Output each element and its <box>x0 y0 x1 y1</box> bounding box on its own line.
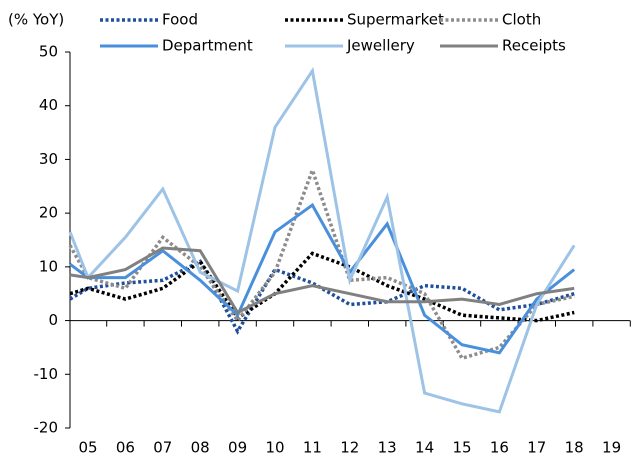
x-tick-label: 14 <box>415 439 434 457</box>
x-tick-label: 13 <box>378 439 397 457</box>
y-tick-label: 30 <box>39 150 58 168</box>
x-tick-label: 11 <box>303 439 322 457</box>
x-tick-label: 06 <box>116 439 135 457</box>
y-tick-label: -20 <box>34 419 59 437</box>
series-line <box>68 66 576 414</box>
x-tick-label: 19 <box>602 439 621 457</box>
y-tick-label: 50 <box>39 43 58 61</box>
x-tick-label: 17 <box>527 439 546 457</box>
x-tick-label: 07 <box>153 439 172 457</box>
x-tick-label: 16 <box>490 439 509 457</box>
y-tick-label: 40 <box>39 96 58 114</box>
legend-label: Jewellery <box>346 37 415 55</box>
legend-label: Receipts <box>502 37 566 55</box>
y-axis-label: (% YoY) <box>8 11 64 29</box>
series-line <box>69 202 576 355</box>
y-tick-label: 20 <box>39 204 58 222</box>
x-tick-label: 18 <box>565 439 584 457</box>
y-tick-label: 0 <box>48 311 58 329</box>
series-line <box>69 251 575 323</box>
x-tick-label: 05 <box>78 439 97 457</box>
x-tick-label: 12 <box>340 439 359 457</box>
legend-label: Department <box>162 37 253 55</box>
series-line <box>69 246 575 315</box>
x-tick-label: 15 <box>452 439 471 457</box>
legend-label: Food <box>162 11 198 29</box>
y-tick-label: 10 <box>39 257 58 275</box>
legend-label: Supermarket <box>347 11 444 29</box>
x-tick-label: 10 <box>265 439 284 457</box>
x-tick-label: 08 <box>191 439 210 457</box>
legend-label: Cloth <box>502 11 541 29</box>
y-tick-label: -10 <box>34 365 59 383</box>
x-tick-label: 09 <box>228 439 247 457</box>
